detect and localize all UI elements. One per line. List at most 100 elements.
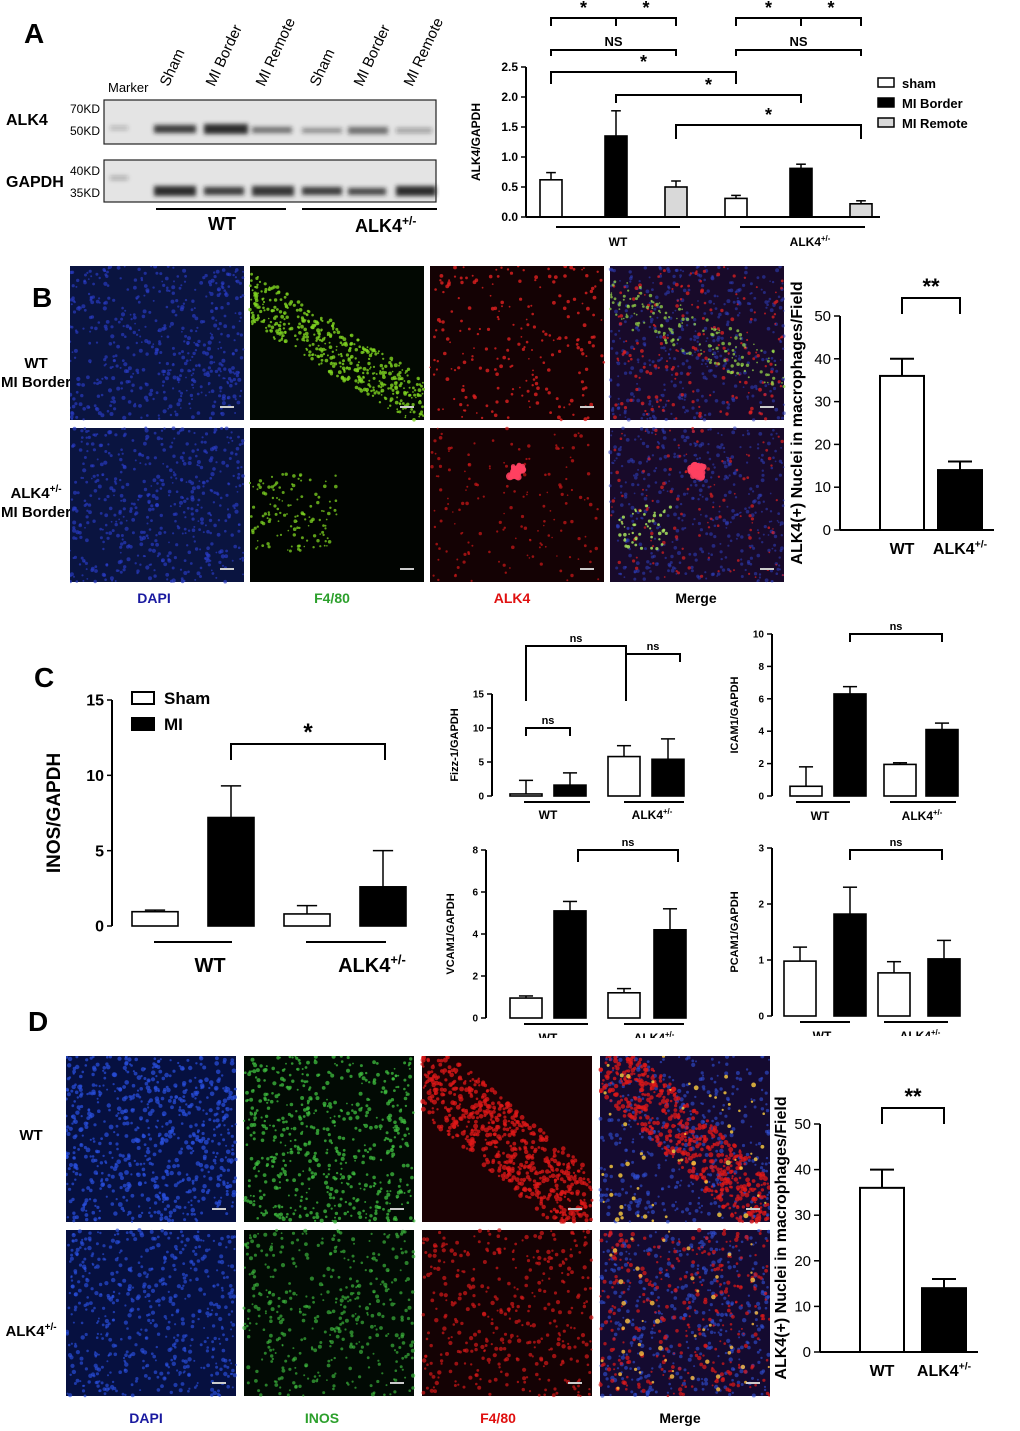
y-tick-label: 0 xyxy=(758,792,764,803)
bar xyxy=(207,816,255,927)
vcam1-bar-chart: 0 2 4 6 8 VCAM1/GAPDH WT ALK4+/- ns xyxy=(445,838,687,1038)
y-tick-label: 8 xyxy=(758,662,764,673)
lane-label: MI Border xyxy=(350,22,394,89)
pcam1-bar-chart: 0 1 2 3 PCAM1/GAPDH WT ALK4+/- ns xyxy=(729,837,961,1036)
bar xyxy=(509,997,543,1019)
y-tick-label: 0.0 xyxy=(501,210,518,224)
x-tick-label: ALK4+/- xyxy=(917,1362,972,1380)
micrograph-dapi xyxy=(70,266,245,421)
bar xyxy=(283,913,331,927)
group-label: WT xyxy=(194,955,225,977)
y-tick-label: 0.5 xyxy=(501,180,518,194)
legend-swatch xyxy=(131,691,155,705)
inos-bar-chart: 0 5 10 15 INOS/GAPDH WT ALK4+/- * Sham MI xyxy=(44,689,407,977)
significance-bracket xyxy=(550,17,617,26)
bar xyxy=(789,167,813,218)
significance-bracket xyxy=(550,49,677,56)
group-label: ALK4+/- xyxy=(634,1030,675,1038)
y-tick-label: 30 xyxy=(794,1207,811,1224)
significance-bracket xyxy=(735,49,862,56)
lane-label: Sham xyxy=(306,46,339,89)
y-tick-label: 50 xyxy=(814,308,831,325)
group-label: WT xyxy=(813,1029,832,1036)
group-label: ALK4+/- xyxy=(632,807,673,822)
y-tick-label: 2.0 xyxy=(501,90,518,104)
micrograph-dapi xyxy=(66,1228,237,1398)
significance-bracket xyxy=(800,17,862,26)
y-axis-label: ICAM1/GAPDH xyxy=(729,676,741,753)
y-tick-label: 5 xyxy=(478,758,484,769)
y-axis-label: ALK4(+) Nuclei in macrophages/Field xyxy=(773,1096,790,1379)
bar xyxy=(859,1186,905,1353)
micrograph-f480 xyxy=(420,1056,594,1224)
bar xyxy=(921,1287,967,1354)
y-tick-label: 1.0 xyxy=(501,150,518,164)
significance-label: ns xyxy=(647,641,660,653)
y-tick-label: 20 xyxy=(794,1253,811,1270)
panel-d-micrographs xyxy=(66,1056,770,1398)
legend-swatch xyxy=(877,97,895,108)
group-label: WT xyxy=(539,1031,558,1038)
y-tick-label: 10 xyxy=(794,1298,811,1315)
y-tick-label: 50 xyxy=(794,1116,811,1133)
channel-label: INOS xyxy=(304,1410,340,1426)
y-axis-label: ALK4/GAPDH xyxy=(469,103,483,181)
bar xyxy=(553,784,587,797)
group-label: ALK4+/- xyxy=(355,214,417,236)
y-tick-label: 4 xyxy=(758,727,764,738)
significance-label: * xyxy=(642,0,649,18)
micrograph-alk4 xyxy=(429,266,606,422)
y-tick-label: 40 xyxy=(814,351,831,368)
y-tick-label: 20 xyxy=(814,436,831,453)
y-tick-label: 2 xyxy=(472,972,478,983)
significance-bracket xyxy=(550,71,737,84)
y-tick-label: 1 xyxy=(758,956,764,967)
group-label: WT xyxy=(208,214,236,234)
legend-entry: MI Remote xyxy=(902,116,968,131)
y-tick-label: 0 xyxy=(758,1012,764,1023)
bar xyxy=(359,886,407,927)
bar xyxy=(927,958,961,1017)
panel-d-label: D xyxy=(28,1006,49,1037)
group-label: ALK4+/- xyxy=(902,808,943,823)
row-label: ALK4+/- MI Border xyxy=(0,484,71,521)
bar xyxy=(789,785,823,797)
y-tick-label: 6 xyxy=(758,694,764,705)
micrograph-f480 xyxy=(421,1228,594,1398)
fizz1-bar-chart: 0 5 10 15 Fizz-1/GAPDH WT ALK4+/- ns ns ns xyxy=(449,633,685,822)
row-label: WT MI Border xyxy=(0,355,71,391)
legend-entry: MI xyxy=(164,715,183,734)
y-tick-label: 10 xyxy=(86,768,104,785)
legend-entry: Sham xyxy=(164,689,210,708)
micrograph-alk4 xyxy=(430,426,604,582)
significance-label: * xyxy=(765,0,772,18)
significance-label: * xyxy=(580,0,587,18)
y-tick-label: 10 xyxy=(473,724,485,735)
alk4-gapdh-bar-chart: 0.0 0.5 1.0 1.5 2.0 2.5 ALK4/GAPDH WT ALK4+/- * * N… xyxy=(469,0,968,249)
y-tick-label: 0 xyxy=(95,919,104,936)
y-axis-label: VCAM1/GAPDH xyxy=(445,893,457,974)
x-tick-label: WT xyxy=(870,1363,895,1380)
significance-bracket xyxy=(675,124,862,139)
row-label: ALK4+/- xyxy=(5,1322,57,1340)
group-label: ALK4+/- xyxy=(900,1028,941,1036)
significance-bracket xyxy=(625,653,681,662)
bar xyxy=(653,929,687,1019)
bar xyxy=(604,135,628,218)
y-tick-label: 2 xyxy=(758,900,764,911)
bar xyxy=(879,374,925,531)
y-tick-label: 0 xyxy=(472,1014,478,1025)
y-tick-label: 4 xyxy=(472,930,478,941)
y-tick-label: 15 xyxy=(473,690,485,701)
significance-bracket xyxy=(881,1107,945,1124)
bar xyxy=(849,203,873,218)
micrograph-dapi xyxy=(66,1056,238,1223)
significance-label: ns xyxy=(570,633,583,645)
significance-bracket xyxy=(849,633,943,642)
y-tick-label: 3 xyxy=(758,844,764,855)
micrograph-inos xyxy=(243,1056,416,1224)
y-tick-label: 0 xyxy=(823,522,831,539)
significance-bracket xyxy=(525,645,627,701)
bar xyxy=(877,972,911,1017)
